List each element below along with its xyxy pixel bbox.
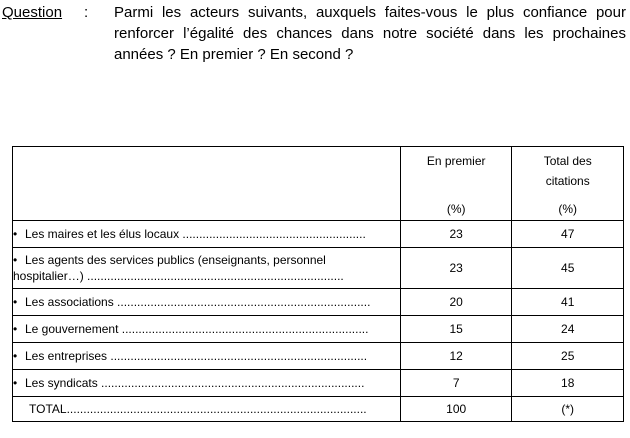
- total-leader-dots: ........................................…: [66, 402, 367, 416]
- row-leader-dots: ........................................…: [118, 322, 369, 336]
- row-total-value: 45: [511, 247, 624, 289]
- header-first-unit: (%): [446, 202, 466, 216]
- bullet-icon: •: [13, 253, 18, 267]
- row-first-value: 23: [399, 220, 513, 248]
- row-first-value: 12: [399, 342, 513, 370]
- row-total-value: 41: [511, 288, 624, 316]
- row-total-value: 18: [511, 369, 624, 397]
- total-label-cell: TOTAL...................................…: [12, 396, 401, 422]
- row-label: Les syndicats: [25, 376, 98, 390]
- row-label: Les associations: [25, 295, 114, 309]
- table-row: • Le gouvernement .......................…: [12, 315, 624, 343]
- row-label: Les maires et les élus locaux: [25, 227, 180, 241]
- total-first-value: 100: [399, 396, 513, 422]
- row-total-value: 24: [511, 315, 624, 343]
- question-text: Parmi les acteurs suivants, auxquels fai…: [114, 4, 626, 63]
- row-leader-dots: ........................................…: [107, 349, 368, 363]
- header-label-cell: [12, 146, 401, 221]
- row-leader-dots: ........................................…: [179, 227, 366, 241]
- row-label-cell: • Les maires et les élus locaux .........…: [12, 220, 401, 248]
- header-total-cell: Total des citations (%): [511, 146, 624, 221]
- row-first-value: 15: [399, 315, 513, 343]
- bullet-icon: •: [13, 227, 18, 241]
- total-label: TOTAL: [29, 402, 67, 416]
- row-label-cell: • Les agents des services publics (enseig…: [12, 247, 401, 289]
- row-first-value: 20: [399, 288, 513, 316]
- header-total-unit: (%): [558, 202, 578, 216]
- bullet-icon: •: [13, 349, 18, 363]
- table-header-row: En premier (%) Total des citations (%): [12, 146, 624, 221]
- row-label: Le gouvernement: [25, 322, 119, 336]
- header-first-label: En premier: [426, 154, 486, 168]
- header-total-label-line2: citations: [545, 174, 590, 188]
- bullet-icon: •: [13, 376, 18, 390]
- results-table: En premier (%) Total des citations (%) •…: [12, 146, 624, 422]
- header-total-label-line1: Total des: [543, 154, 592, 168]
- row-label-cell: • Les entreprises .......................…: [12, 342, 401, 370]
- row-label: Les agents des services publics (enseign…: [25, 253, 326, 267]
- header-first-cell: En premier (%): [399, 146, 513, 221]
- table-total-row: TOTAL...................................…: [12, 396, 624, 422]
- table-row: • Les syndicats .........................…: [12, 369, 624, 397]
- row-total-value: 47: [511, 220, 624, 248]
- row-label-cell: • Les syndicats .........................…: [12, 369, 401, 397]
- row-first-value: 7: [399, 369, 513, 397]
- table-row: • Les entreprises .......................…: [12, 342, 624, 370]
- row-first-value: 23: [399, 247, 513, 289]
- row-leader-dots: ........................................…: [113, 295, 371, 309]
- bullet-icon: •: [13, 295, 18, 309]
- row-label-continued: hospitalier…): [13, 269, 84, 283]
- row-leader-dots: ........................................…: [97, 376, 365, 390]
- question-colon: :: [84, 4, 89, 21]
- row-label-cell: • Le gouvernement .......................…: [12, 315, 401, 343]
- table-row: • Les maires et les élus locaux .........…: [12, 220, 624, 248]
- row-label: Les entreprises: [25, 349, 108, 363]
- table-row: • Les associations ......................…: [12, 288, 624, 316]
- row-leader-dots: ........................................…: [83, 269, 344, 283]
- total-total-value: (*): [511, 396, 624, 422]
- row-label-cell: • Les associations ......................…: [12, 288, 401, 316]
- table-row: • Les agents des services publics (enseig…: [12, 247, 624, 289]
- row-total-value: 25: [511, 342, 624, 370]
- bullet-icon: •: [13, 322, 18, 336]
- question-label: Question: [2, 4, 63, 21]
